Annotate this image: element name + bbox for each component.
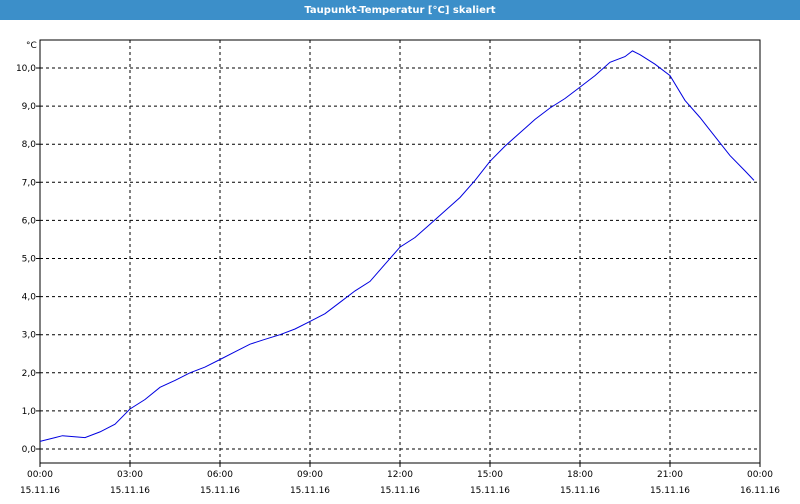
axes: 0,0 1,0 2,0 3,0 4,0 5,0 6,0 7,0 8,0 9,0 10,0 00:00 1… <box>16 64 780 496</box>
y-tick-label: 4,0 <box>22 293 37 303</box>
x-tick-date: 15.11.16 <box>110 486 150 496</box>
x-tick-date: 15.11.16 <box>200 486 240 496</box>
x-tick-time: 06:00 <box>207 470 233 480</box>
dewpoint-series-line <box>39 50 755 442</box>
y-tick-label: 7,0 <box>22 178 37 188</box>
y-tick-label: 0,0 <box>22 445 37 455</box>
y-tick-label: 1,0 <box>22 407 37 417</box>
y-tick-label: 6,0 <box>22 216 37 226</box>
chart-area: 0,0 1,0 2,0 3,0 4,0 5,0 6,0 7,0 8,0 9,0 10,0 00:00 1… <box>0 20 800 500</box>
x-tick-time: 21:00 <box>657 470 683 480</box>
x-tick-date: 16.11.16 <box>740 486 780 496</box>
x-tick-time: 09:00 <box>297 470 323 480</box>
x-tick-time: 03:00 <box>117 470 143 480</box>
x-tick-date: 15.11.16 <box>560 486 600 496</box>
y-tick-label: 3,0 <box>22 331 37 341</box>
x-tick-time: 18:00 <box>567 470 593 480</box>
x-tick-date: 15.11.16 <box>470 486 510 496</box>
x-tick-date: 15.11.16 <box>380 486 420 496</box>
y-tick-label: 2,0 <box>22 369 37 379</box>
chart-title: Taupunkt-Temperatur [°C] skaliert <box>0 0 800 20</box>
grid <box>40 40 760 463</box>
y-tick-label: 10,0 <box>16 64 36 74</box>
y-tick-label: 5,0 <box>22 255 37 265</box>
y-tick-label: 8,0 <box>22 140 37 150</box>
x-tick-time: 00:00 <box>27 470 53 480</box>
y-axis-label: °C <box>26 41 37 51</box>
x-tick-time: 12:00 <box>387 470 413 480</box>
series <box>39 50 755 442</box>
x-tick-date: 15.11.16 <box>20 486 60 496</box>
x-tick-date: 15.11.16 <box>290 486 330 496</box>
dewpoint-chart: 0,0 1,0 2,0 3,0 4,0 5,0 6,0 7,0 8,0 9,0 10,0 00:00 1… <box>16 39 780 496</box>
x-tick-time: 00:00 <box>747 470 773 480</box>
y-tick-label: 9,0 <box>22 102 37 112</box>
x-tick-date: 15.11.16 <box>650 486 690 496</box>
x-tick-time: 15:00 <box>477 470 503 480</box>
